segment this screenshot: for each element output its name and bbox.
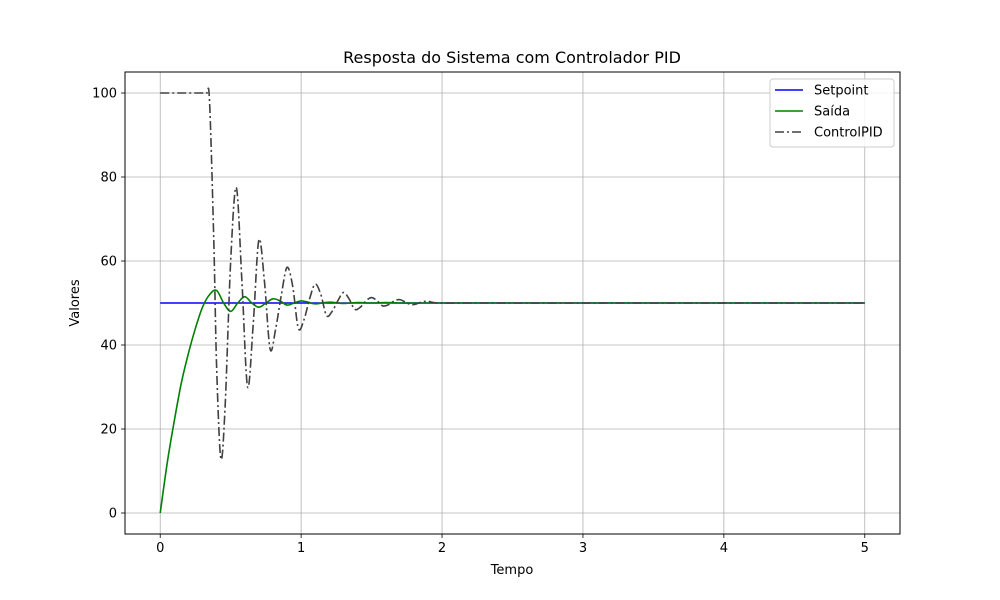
legend: Setpoint Saída ControlPID — [769, 78, 895, 148]
chart-title: Resposta do Sistema com Controlador PID — [343, 48, 681, 67]
y-tick-label: 60 — [100, 255, 117, 270]
series-line-controlpid — [160, 87, 865, 461]
legend-label: Setpoint — [814, 84, 869, 99]
x-tick-label: 2 — [438, 541, 446, 556]
y-tick-label: 0 — [109, 507, 117, 522]
series-line-sa-da — [159, 289, 865, 514]
plot-frame — [124, 71, 901, 535]
x-tick-label: 3 — [579, 541, 587, 556]
y-tick-label: 40 — [100, 339, 117, 354]
y-tick-label: 100 — [92, 87, 117, 102]
y-axis-label: Valores — [68, 279, 83, 326]
y-tick-label: 80 — [100, 171, 117, 186]
series-layer — [159, 87, 865, 514]
x-tick-label: 0 — [156, 541, 164, 556]
legend-label: ControlPID — [814, 126, 883, 141]
y-tick-label: 20 — [100, 423, 117, 438]
x-axis-label: Tempo — [490, 563, 534, 578]
x-tick-label: 1 — [297, 541, 305, 556]
legend-box — [769, 78, 895, 148]
x-tick-label: 4 — [720, 541, 728, 556]
ticks: 0 1 2 3 4 5 0 20 40 60 80 100 — [92, 87, 869, 557]
legend-label: Saída — [814, 105, 850, 120]
x-tick-label: 5 — [861, 541, 869, 556]
